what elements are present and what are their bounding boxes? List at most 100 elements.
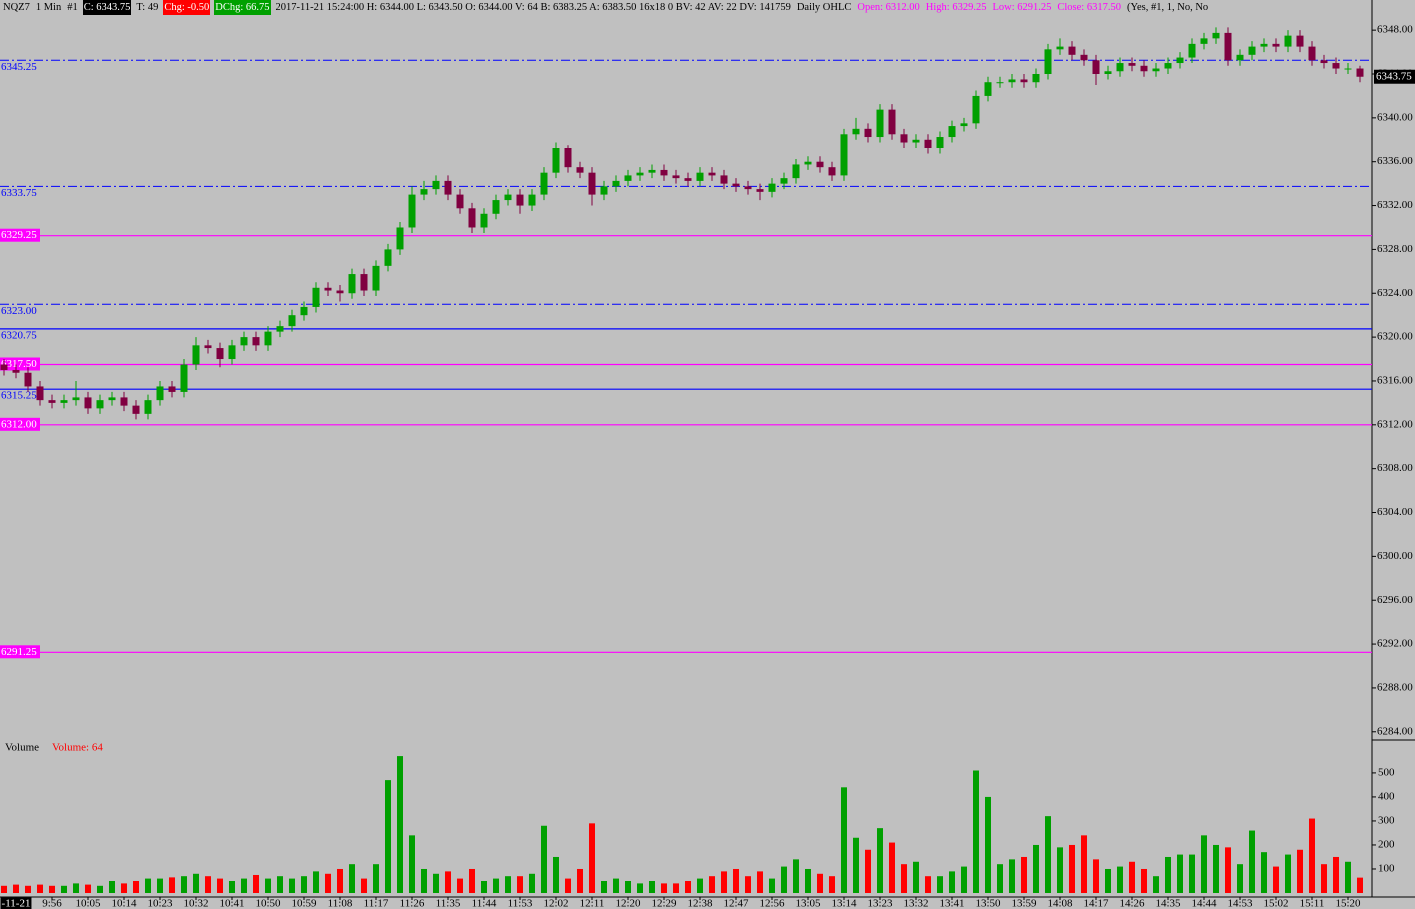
candle-body <box>996 82 1004 84</box>
level-label: 6345.25 <box>1 61 37 73</box>
candle-body <box>336 290 344 294</box>
x-tick-label: 11:44 <box>472 898 497 909</box>
candle-body <box>1068 46 1076 55</box>
volume-bar <box>1129 861 1135 893</box>
x-tick-label: 12:29 <box>651 898 677 909</box>
volume-bar <box>1237 864 1243 893</box>
candle-body <box>108 397 116 401</box>
volume-bar <box>205 876 211 893</box>
volume-title: Volume <box>5 742 39 754</box>
volume-bar <box>637 883 643 893</box>
x-tick-label: 14:35 <box>1155 898 1181 909</box>
candle-body <box>744 186 752 190</box>
candle-body <box>984 82 992 96</box>
volume-tick-label: 300 <box>1378 814 1395 826</box>
volume-bar <box>1321 864 1327 893</box>
x-tick-label: 13:05 <box>795 898 821 909</box>
candle-body <box>864 128 872 138</box>
level-label: 6315.25 <box>1 390 37 402</box>
x-tick-label: 15:20 <box>1335 898 1361 909</box>
x-tick-label: 10:14 <box>111 898 137 909</box>
volume-bar <box>769 878 775 893</box>
volume-bar <box>97 885 103 893</box>
volume-bar <box>277 876 283 893</box>
volume-bar <box>841 787 847 893</box>
candle-body <box>972 95 980 124</box>
y-tick-label: 6316.00 <box>1377 374 1413 386</box>
y-tick-label: 6332.00 <box>1377 199 1413 211</box>
level-label: 6320.75 <box>1 329 37 341</box>
volume-bar <box>1225 847 1231 893</box>
candle-body <box>1152 68 1160 72</box>
candle-body <box>204 345 212 349</box>
volume-bar <box>121 883 127 893</box>
candle-body <box>1104 71 1112 74</box>
volume-bar <box>673 883 679 893</box>
candle-body <box>1344 68 1352 70</box>
ohlc-high: High: 6329.25 <box>925 2 987 13</box>
candle-body <box>1200 38 1208 44</box>
candle-body <box>900 134 908 143</box>
volume-bar <box>493 878 499 893</box>
candle-body <box>852 128 860 135</box>
candle-body <box>120 397 128 406</box>
last-price-label: 6343.75 <box>1376 70 1412 82</box>
close: C: 6343.75 <box>82 0 132 15</box>
volume-bar <box>1057 847 1063 893</box>
ohlc-close: Close: 6317.50 <box>1057 2 1121 13</box>
volume-bar <box>1261 852 1267 893</box>
x-tick-label: 10:50 <box>255 898 281 909</box>
candle-body <box>264 331 272 346</box>
candle-body <box>348 274 356 294</box>
x-tick-label: 12:56 <box>759 898 785 909</box>
candle-body <box>624 175 632 181</box>
candle-body <box>660 169 668 176</box>
volume-bar <box>805 868 811 893</box>
header: NQZ7 1 Min #1 C: 6343.75 T: 49 Chg: -0.5… <box>2 0 1209 15</box>
candle-body <box>1176 57 1184 64</box>
x-tick-label: 12:02 <box>543 898 568 909</box>
volume-bar <box>301 876 307 893</box>
x-tick-label: 10:41 <box>219 898 244 909</box>
candle-body <box>600 186 608 195</box>
candle-body <box>1092 60 1100 74</box>
candle-body <box>1128 63 1136 66</box>
volume-bar <box>829 876 835 893</box>
level-label: 6323.00 <box>1 305 37 317</box>
candle-body <box>588 172 596 195</box>
volume-tick-label: 400 <box>1378 790 1395 802</box>
candle-body <box>708 172 716 176</box>
chart-number: #1 <box>67 2 78 13</box>
volume-bar <box>1 885 7 893</box>
x-tick-label: 14:26 <box>1119 898 1145 909</box>
candle-body <box>1332 63 1340 69</box>
candle-body <box>1044 49 1052 74</box>
volume-bar <box>577 868 583 893</box>
volume-bar <box>37 884 43 893</box>
volume-bar <box>1213 844 1219 893</box>
level-label: 6329.25 <box>1 229 37 241</box>
volume-bar <box>889 842 895 893</box>
x-tick-label: 13:41 <box>939 898 964 909</box>
candle-body <box>1116 63 1124 72</box>
candle-body <box>456 194 464 209</box>
candle-body <box>540 172 548 195</box>
volume-bar <box>325 873 331 893</box>
candle-body <box>252 337 260 346</box>
candle-body <box>1020 79 1028 83</box>
candle-body <box>1008 79 1016 83</box>
volume-tick-label: 500 <box>1378 766 1395 778</box>
volume-bar <box>1045 816 1051 893</box>
volume-bar <box>433 873 439 893</box>
x-tick-label: 12:11 <box>580 898 605 909</box>
volume-bar <box>1093 859 1099 893</box>
change: Chg: -0.50 <box>163 0 211 15</box>
volume-bar <box>1021 856 1027 893</box>
volume-bar <box>553 856 559 893</box>
volume-bar <box>1297 849 1303 893</box>
candle-body <box>1236 54 1244 61</box>
candle-body <box>372 265 380 291</box>
candle-body <box>648 169 656 173</box>
candle-body <box>732 183 740 187</box>
